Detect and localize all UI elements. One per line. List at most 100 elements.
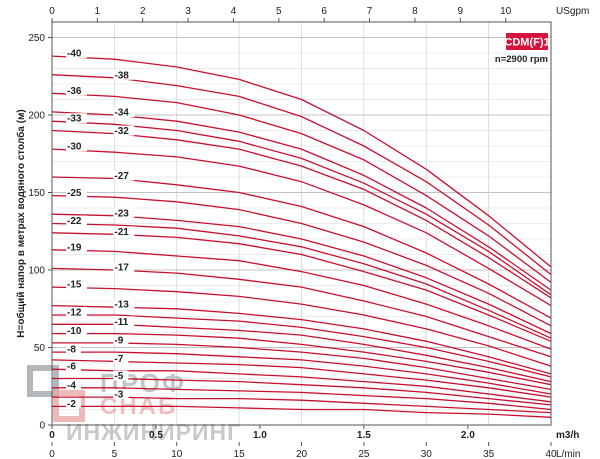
curve-label-bg — [66, 379, 81, 390]
curve-label-bg — [113, 389, 129, 400]
curve-stage-5 — [52, 377, 552, 406]
curve-label: -27 — [114, 171, 129, 182]
curve-label: -7 — [114, 354, 123, 365]
curve-stage-17 — [51, 267, 552, 358]
curve-label: -6 — [67, 362, 76, 373]
curve-label-bg — [66, 241, 87, 252]
y-tick-label: 50 — [34, 343, 46, 354]
lmin-tick-label: 25 — [358, 449, 370, 459]
curve-label: -22 — [67, 216, 82, 227]
curve-label-bg — [113, 69, 135, 80]
curve-stage-8 — [52, 351, 552, 395]
watermark-line3: ИНЖИНИРИНГ — [66, 419, 241, 445]
m3h-tick-label: 0.5 — [149, 430, 163, 441]
curve-label: -3 — [114, 390, 123, 401]
y-tick-label: 100 — [28, 266, 45, 277]
curve-label-bg — [66, 279, 87, 290]
curve-label: -5 — [114, 371, 123, 382]
top-tick-label: 6 — [321, 6, 327, 17]
curve-stage-40 — [51, 55, 552, 268]
curve-stage-12 — [52, 314, 552, 378]
curve-stage-32 — [51, 129, 552, 299]
m3h-tick-label: 1.5 — [357, 430, 371, 441]
curve-label: -21 — [114, 227, 129, 238]
speed-text: n=2900 rpm — [495, 54, 548, 65]
curves — [51, 55, 552, 418]
curve-label-bg — [113, 353, 129, 364]
curve-stage-22 — [51, 222, 552, 339]
curve-label: -15 — [67, 280, 82, 291]
y-tick-label: 250 — [28, 33, 45, 44]
curve-stage-4 — [52, 387, 552, 411]
curve-stage-13 — [51, 304, 552, 375]
curve-stage-15 — [51, 286, 552, 367]
m3h-tick-label: 2.0 — [461, 430, 475, 441]
curve-label: -4 — [67, 380, 76, 391]
top-tick-label: 4 — [231, 6, 237, 17]
curve-label: -25 — [67, 188, 82, 199]
curve-label-bg — [113, 226, 135, 237]
curve-stage-23 — [51, 213, 552, 335]
lmin-tick-label: 40 — [545, 449, 557, 459]
curve-label-bg — [113, 334, 129, 345]
top-tick-label: 3 — [185, 6, 191, 17]
lmin-tick-label: 5 — [112, 449, 118, 459]
curve-label: -23 — [114, 208, 129, 219]
curve-label: -34 — [114, 108, 129, 119]
top-tick-label: 1 — [95, 6, 101, 17]
curve-label: -17 — [114, 263, 129, 274]
curve-label-bg — [66, 306, 87, 317]
top-tick-label: 2 — [140, 6, 146, 17]
curve-labels: -40 -38 -36 -34 -33 -32 -30 -27 -25 -23 -22 -21 -19 -… — [66, 48, 135, 410]
curve-label-bg — [113, 107, 135, 117]
curve-label-bg — [66, 344, 81, 355]
curve-stage-21 — [51, 232, 552, 342]
curve-label-bg — [66, 215, 87, 226]
curve-label-bg — [66, 187, 87, 198]
curve-label: -33 — [67, 114, 82, 125]
curve-label: -30 — [67, 142, 82, 153]
curve-label-bg — [66, 113, 87, 124]
curve-label: -36 — [67, 86, 82, 97]
curve-label-bg — [113, 207, 135, 218]
curve-label-bg — [66, 398, 81, 409]
m3h-tick-label: 1.0 — [253, 430, 267, 441]
curve-label: -12 — [67, 307, 82, 318]
watermark-symbol — [27, 365, 59, 397]
plot-frame — [51, 21, 552, 426]
curve-label-bg — [66, 361, 81, 372]
top-tick-label: 8 — [412, 6, 418, 17]
curve-label: -10 — [67, 326, 82, 337]
badge-text: CDM(F)1 — [504, 37, 549, 49]
curve-label: -8 — [67, 345, 76, 356]
curve-stage-19 — [51, 249, 552, 350]
curve-label-bg — [113, 262, 135, 272]
top-tick-label: 0 — [49, 6, 55, 17]
lmin-tick-label: 10 — [171, 449, 183, 459]
lmin-tick-label: 35 — [483, 449, 495, 459]
curve-label: -9 — [114, 335, 123, 346]
y-tick-label: 0 — [39, 421, 45, 432]
curve-label-bg — [66, 85, 87, 96]
m3h-tick-label: 0 — [49, 430, 55, 441]
curve-label: -32 — [114, 126, 129, 137]
curve-label: -2 — [67, 399, 76, 410]
curve-stage-25 — [51, 194, 552, 327]
curve-label-bg — [113, 170, 135, 181]
curve-stage-9 — [52, 342, 552, 391]
curve-stage-2 — [52, 405, 552, 418]
y-axis-title: Н=общий напор в метрах водяного столба (… — [15, 109, 27, 337]
lmin-tick-label: 20 — [296, 449, 308, 459]
curve-label: -40 — [67, 49, 82, 60]
top-tick-label: 7 — [367, 6, 373, 17]
curve-stage-7 — [51, 359, 552, 398]
curve-label-bg — [66, 48, 87, 59]
lmin-tick-label: 30 — [421, 449, 433, 459]
y-tick-label: 150 — [28, 188, 45, 199]
lmin-tick-label: 15 — [234, 449, 246, 459]
curve-stage-33 — [51, 120, 552, 296]
curve-stage-30 — [51, 148, 552, 307]
curve-label-bg — [113, 299, 135, 310]
